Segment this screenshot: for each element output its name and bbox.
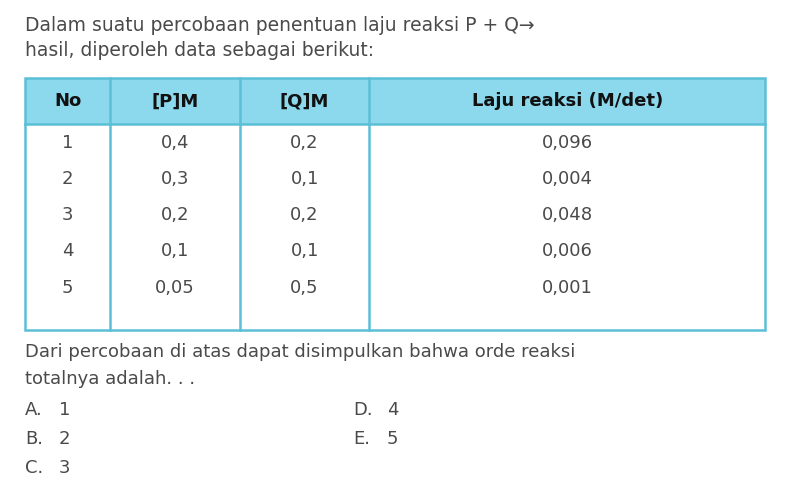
Text: 0,5: 0,5 [290,279,319,297]
Text: No: No [54,92,82,110]
Text: Dari percobaan di atas dapat disimpulkan bahwa orde reaksi: Dari percobaan di atas dapat disimpulkan… [25,343,575,361]
Text: 3: 3 [59,459,71,477]
Text: B.: B. [25,430,43,448]
Text: E.: E. [353,430,371,448]
Text: 0,1: 0,1 [290,242,319,261]
Text: 5: 5 [387,430,399,448]
Text: Dalam suatu percobaan penentuan laju reaksi P + Q→: Dalam suatu percobaan penentuan laju rea… [25,16,535,35]
Text: 3: 3 [62,206,74,224]
Text: 0,3: 0,3 [161,170,189,188]
Text: A.: A. [25,401,43,419]
Text: totalnya adalah. . .: totalnya adalah. . . [25,370,195,389]
Text: 0,006: 0,006 [542,242,593,261]
Text: 0,2: 0,2 [290,206,319,224]
Text: hasil, diperoleh data sebagai berikut:: hasil, diperoleh data sebagai berikut: [25,41,374,60]
Text: C.: C. [25,459,43,477]
Text: 0,096: 0,096 [542,134,593,152]
Text: 5: 5 [62,279,74,297]
Text: 2: 2 [59,430,71,448]
Text: 0,048: 0,048 [542,206,593,224]
Text: 4: 4 [62,242,74,261]
Text: 4: 4 [387,401,399,419]
Text: [Q]M: [Q]M [280,92,329,110]
Text: 0,1: 0,1 [161,242,189,261]
Text: 0,001: 0,001 [542,279,593,297]
Text: 0,2: 0,2 [290,134,319,152]
Text: 0,2: 0,2 [161,206,189,224]
Text: 0,1: 0,1 [290,170,319,188]
Text: 1: 1 [62,134,73,152]
Text: 0,004: 0,004 [542,170,593,188]
Text: 1: 1 [59,401,70,419]
Text: D.: D. [353,401,373,419]
Text: 2: 2 [62,170,74,188]
Text: Laju reaksi (M/det): Laju reaksi (M/det) [472,92,663,110]
Text: 0,05: 0,05 [155,279,195,297]
Text: 0,4: 0,4 [161,134,189,152]
Text: [P]M: [P]M [152,92,199,110]
